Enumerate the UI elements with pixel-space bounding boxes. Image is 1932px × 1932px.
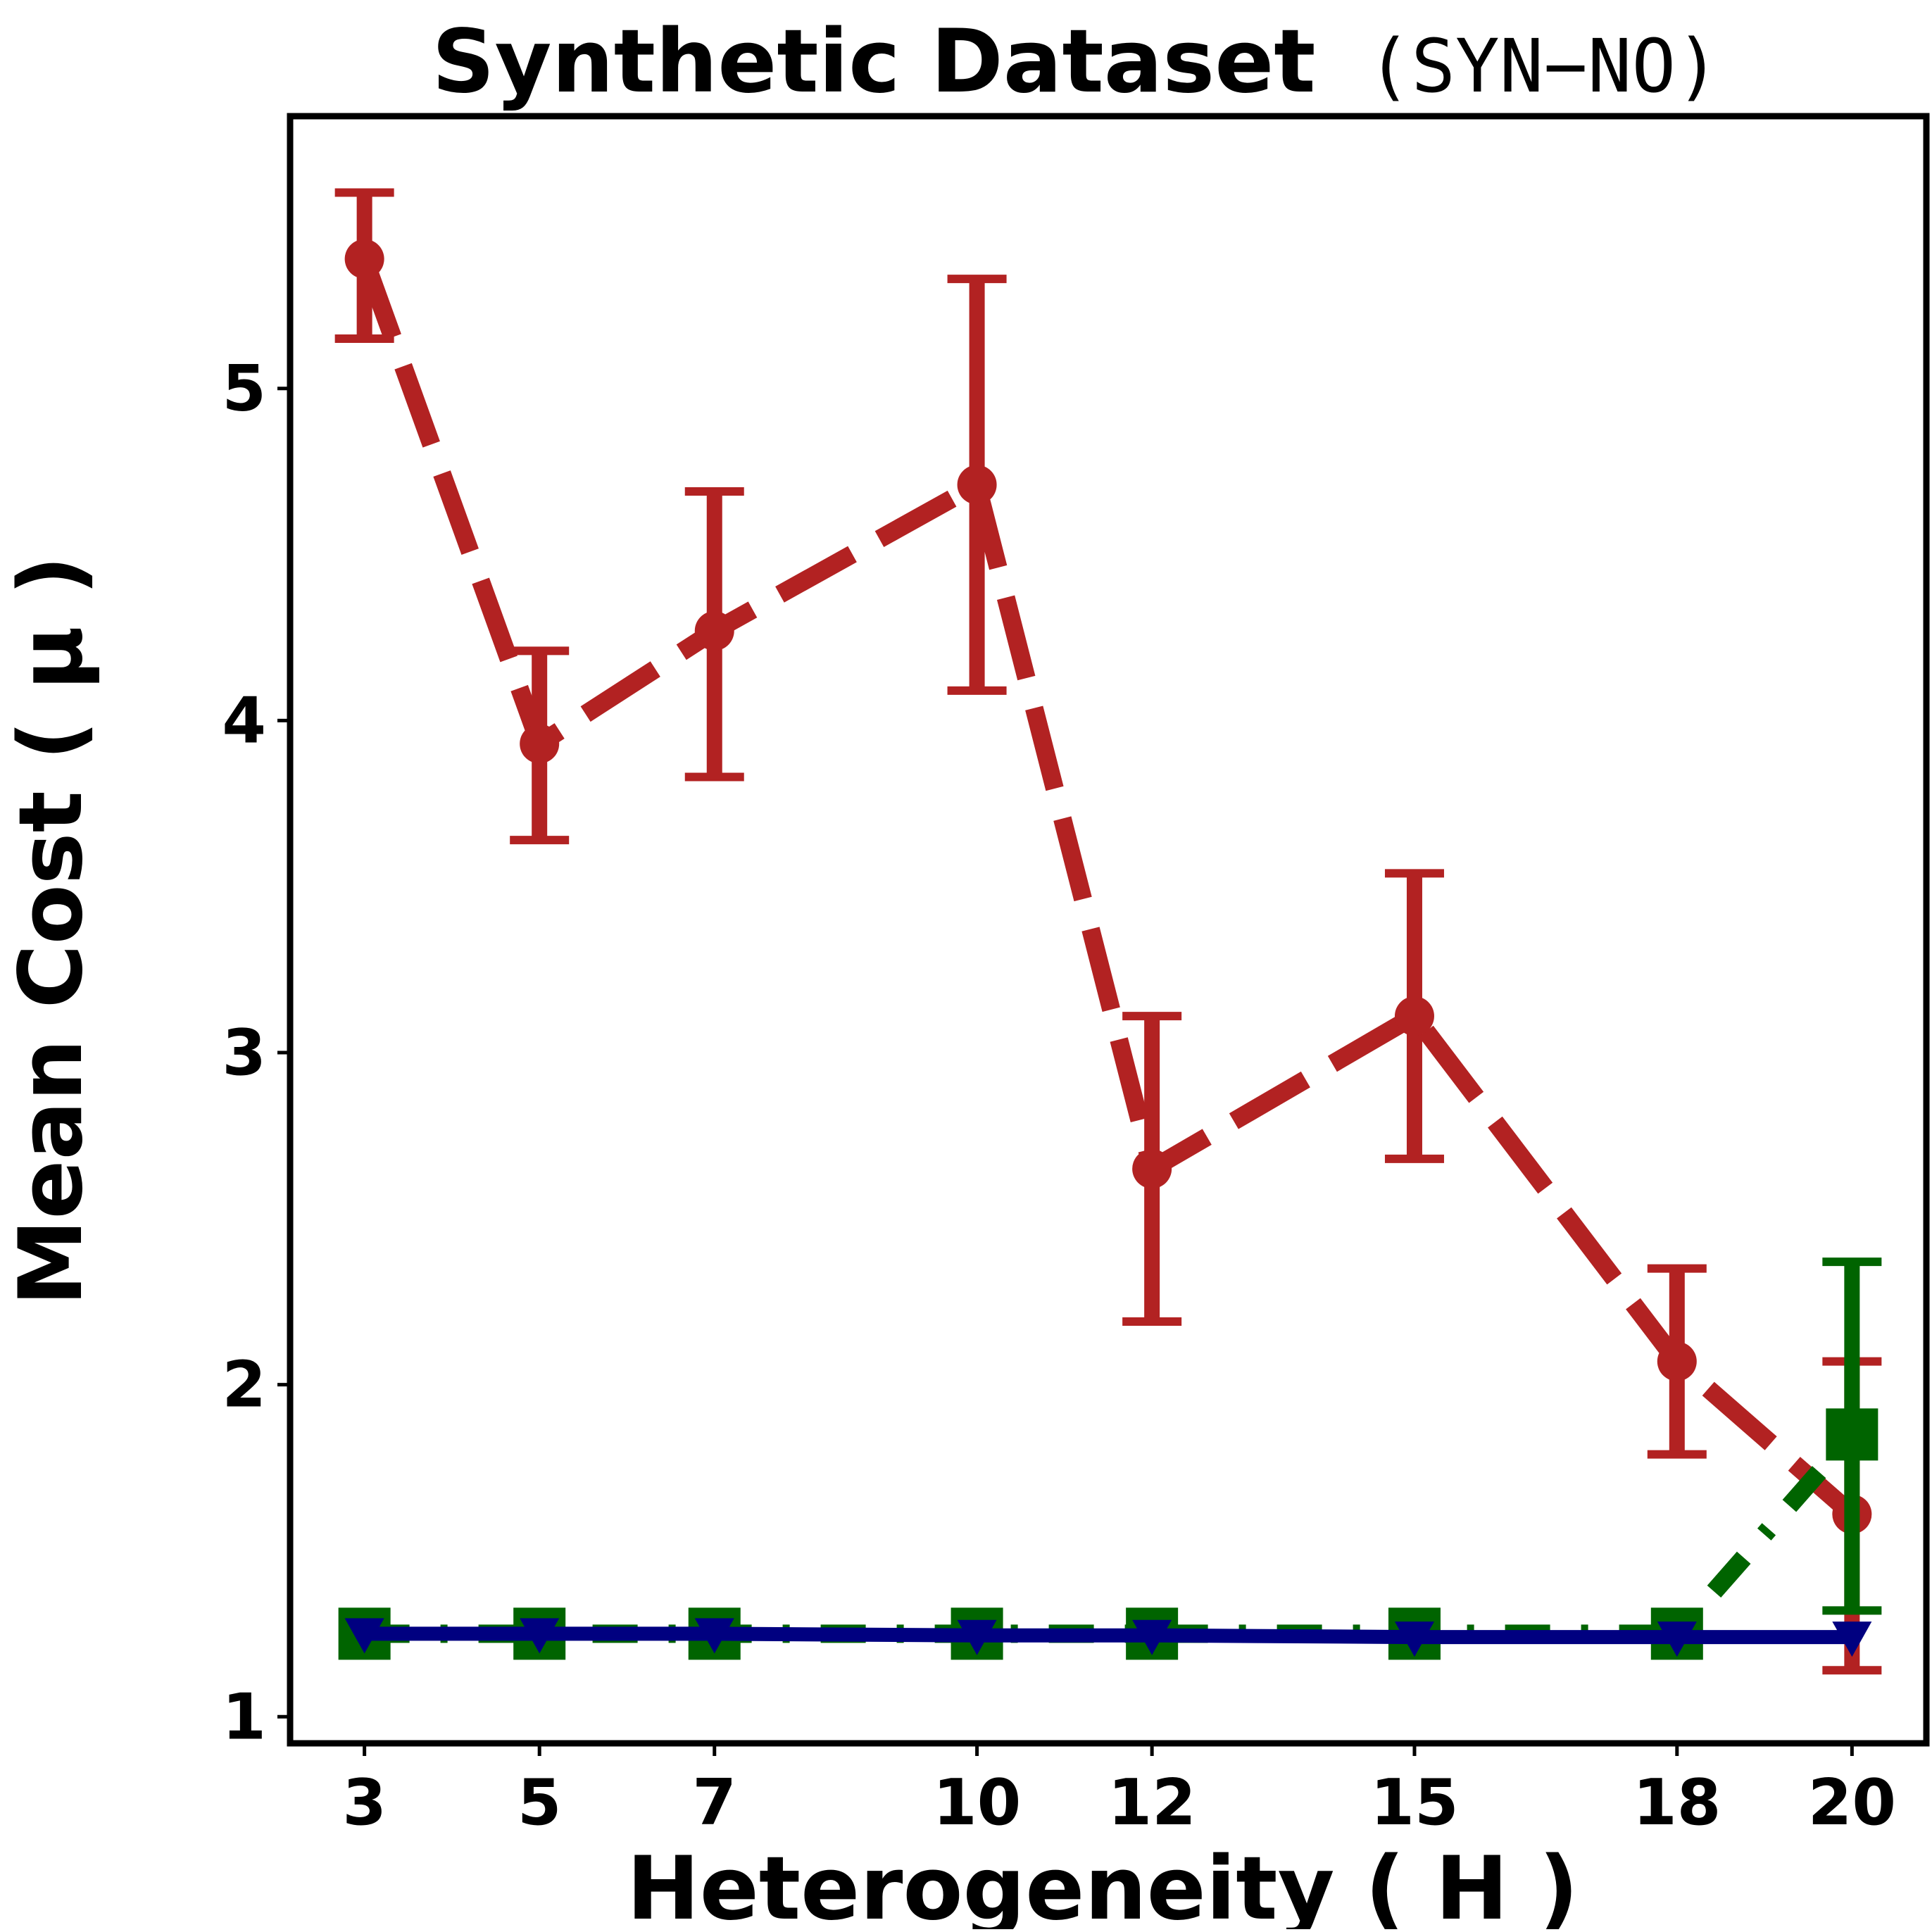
x-tick-label: 15 <box>1370 1766 1458 1840</box>
series-red-dashed-circles <box>334 188 1882 1675</box>
data-point <box>694 1618 734 1654</box>
series-line-red-dashed-circles <box>356 256 1858 1522</box>
svg-text:Synthetic Dataset (SYN: Synthetic Dataset (SYN−NO) <box>432 11 1719 113</box>
data-point <box>520 724 560 764</box>
data-point <box>1394 996 1434 1036</box>
x-tick-label: 5 <box>518 1766 562 1840</box>
data-point <box>694 611 734 651</box>
x-tick-label: 18 <box>1633 1766 1721 1840</box>
y-tick-label: 3 <box>222 1016 266 1090</box>
x-tick-label: 10 <box>933 1766 1021 1840</box>
plot-frame <box>287 113 1930 1747</box>
data-point <box>344 239 384 279</box>
series-line-green-dash-dot-squares <box>364 1428 1859 1643</box>
x-axis-label: Heterogeneity ( H ) <box>627 1838 1579 1929</box>
y-axis-label: Mean Cost ( μ ) <box>1 556 102 1306</box>
y-tick-label: 4 <box>222 684 266 758</box>
data-point <box>1132 1149 1172 1189</box>
series-layer <box>334 188 1882 1675</box>
y-tick-label: 1 <box>222 1680 266 1754</box>
data-point <box>957 1619 997 1655</box>
data-point <box>1394 1622 1434 1657</box>
chart-title-main: Synthetic Dataset <box>432 11 1315 113</box>
y-tick-label: 5 <box>222 352 266 426</box>
data-point <box>1657 1622 1697 1657</box>
data-point <box>1826 1408 1878 1461</box>
data-point <box>1132 1619 1172 1655</box>
data-point <box>957 465 997 505</box>
data-point <box>1657 1341 1697 1381</box>
series-navy-solid-triangles <box>344 1618 1872 1657</box>
data-point <box>520 1618 560 1654</box>
data-point <box>344 1618 384 1654</box>
x-tick-label: 3 <box>342 1766 387 1840</box>
series-line-navy-solid-triangles <box>364 1626 1852 1645</box>
chart-title: Synthetic Dataset (SYN−NO) <box>432 11 1719 113</box>
y-tick-label: 2 <box>222 1348 266 1422</box>
x-tick-label: 12 <box>1108 1766 1196 1840</box>
x-tick-label: 7 <box>692 1766 736 1840</box>
data-point <box>1832 1622 1872 1657</box>
x-tick-label: 20 <box>1808 1766 1896 1840</box>
chart-title-suffix: (SYN−NO) <box>1367 23 1720 109</box>
